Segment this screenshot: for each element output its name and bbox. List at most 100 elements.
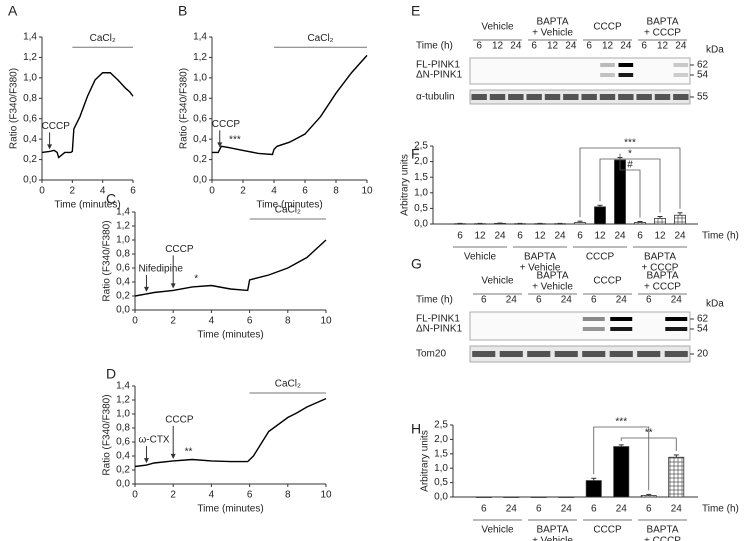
x-tick-label: 2 [170,490,176,501]
band [599,94,616,100]
treatment-label: CaCl₂ [275,379,301,390]
y-tick-label: 0,8 [116,249,130,260]
x-tick-label: 2 [240,186,246,197]
band [582,327,605,331]
panel-letter: D [106,366,116,382]
panel-letter: C [106,191,116,207]
x-tick-label: 10 [320,490,332,501]
band [610,327,633,331]
group-label: BAPTA [536,271,568,282]
y-tick-label: 0,0 [434,492,448,503]
group-label: Vehicle [481,22,514,33]
group-label: + CCCP [642,263,679,274]
kda-label: kDa [706,45,724,56]
y-tick-label: 0,2 [116,465,130,476]
band [664,351,688,357]
row-label: α-tubulin [416,92,455,103]
y-tick-label: 0,5 [414,203,428,214]
bar [613,446,630,498]
x-tick-label: 4 [209,490,215,501]
annotation: CCCP [165,415,194,426]
band [508,94,524,100]
x-tick-label: 12 [534,231,546,242]
y-tick-label: 2,5 [434,420,448,431]
band [554,351,578,357]
x-tick-label: 10 [320,316,332,327]
lane-time: 12 [492,41,504,52]
x-tick-label: 0 [209,186,215,197]
bar [668,456,685,498]
band [618,63,634,67]
bar [475,496,492,498]
y-tick-label: 2,5 [414,141,428,152]
lane-time: 12 [547,41,559,52]
lane-time: 6 [646,295,652,306]
x-tick-label: 10 [361,186,373,197]
group-label: CCCP [593,525,622,536]
x-tick-label: 6 [517,231,523,242]
band [544,94,561,100]
group-label: CCCP [586,252,615,263]
y-tick-label: 0,2 [193,154,207,165]
arrow-head [47,144,53,150]
x-tick-label: 6 [646,504,652,515]
y-tick-label: 0,4 [116,277,130,288]
group-label: + CCCP [644,28,681,39]
band [618,73,634,77]
y-tick-label: 1,4 [193,32,207,43]
group-label: BAPTA [646,17,678,28]
band [618,94,634,100]
group-label: BAPTA [644,252,676,263]
comparison-bracket [593,426,650,491]
group-label: CCCP [593,276,622,287]
band [665,327,688,331]
band [654,94,671,100]
lane-time: 24 [506,295,518,306]
y-tick-label: 2,0 [414,156,428,167]
y-axis-label: Ratio (F340/F380) [102,394,113,475]
y-tick-label: 1,4 [116,381,130,392]
group-label: BAPTA [536,17,568,28]
band [582,351,606,357]
y-tick-label: 0,6 [116,263,130,274]
row-label: ΔN-PINK1 [416,70,463,81]
group-label: BAPTA [646,271,678,282]
lane-time: 12 [657,41,669,52]
treatment-label: CaCl₂ [90,33,116,44]
band [526,94,542,100]
y-axis-label: Arbitrary units [420,430,431,492]
arrow-head [170,283,176,289]
band [489,94,506,100]
y-tick-label: 0,4 [116,451,130,462]
bar [503,496,520,498]
y-tick-label: 1,4 [23,32,37,43]
x-tick-label: 6 [247,316,253,327]
annotation: CCCP [42,121,71,132]
group-label: + CCCP [644,536,681,541]
significance: ** [185,447,193,458]
row-label: FL-PINK1 [416,314,460,325]
lane-time: 6 [591,295,597,306]
band [471,94,487,100]
x-axis-label: Time (h) [702,504,739,515]
y-tick-label: 2,0 [434,434,448,445]
lane-time: 12 [602,41,614,52]
panel-letter: F [411,146,420,162]
group-label: + Vehicle [520,263,561,274]
band [499,351,523,357]
significance: ** [645,428,653,439]
x-axis-label: Time (minutes) [256,200,322,211]
bar [558,496,575,498]
lane-time: 6 [476,41,482,52]
x-tick-label: 2 [170,316,176,327]
significance: *** [615,417,627,428]
bar [585,480,602,498]
lane-time: 6 [481,295,487,306]
y-axis-label: Ratio (F340/F380) [9,68,20,149]
x-tick-label: 0 [132,490,138,501]
significance: *** [624,138,636,149]
x-tick-label: 6 [130,186,136,197]
band [563,94,579,100]
treatment-label: CaCl₂ [275,205,301,216]
